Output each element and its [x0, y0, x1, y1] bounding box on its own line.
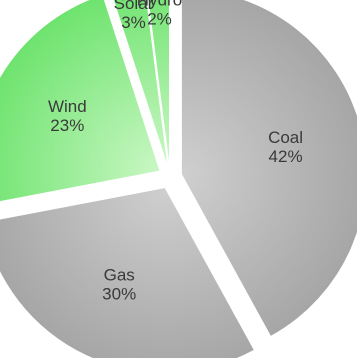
slice-label-hydro: Hydro2%: [137, 0, 182, 28]
slice-percent-hydro: 2%: [147, 9, 172, 28]
pie-slice-hydro: [148, 0, 170, 166]
pie-slice-gas: [0, 187, 255, 358]
slice-name-wind: Wind: [48, 97, 87, 116]
slice-name-solar: Solar: [114, 0, 154, 13]
slice-percent-coal: 42%: [269, 147, 303, 166]
pie-slice-coal: [181, 0, 357, 337]
slice-name-hydro: Hydro: [137, 0, 182, 9]
slice-percent-gas: 30%: [102, 284, 136, 303]
slice-percent-solar: 3%: [121, 13, 146, 32]
slice-name-coal: Coal: [268, 128, 303, 147]
slice-label-coal: Coal 42%: [268, 128, 303, 166]
pie-slice-solar: [113, 0, 168, 166]
slice-label-gas: Gas 30%: [102, 265, 136, 303]
slice-label-wind: Wind 23%: [48, 97, 87, 135]
pie-slice-wind: [0, 0, 160, 202]
slice-label-solar: Solar 3%: [114, 0, 154, 32]
slice-percent-wind: 23%: [50, 116, 84, 135]
slice-name-gas: Gas: [104, 265, 135, 284]
